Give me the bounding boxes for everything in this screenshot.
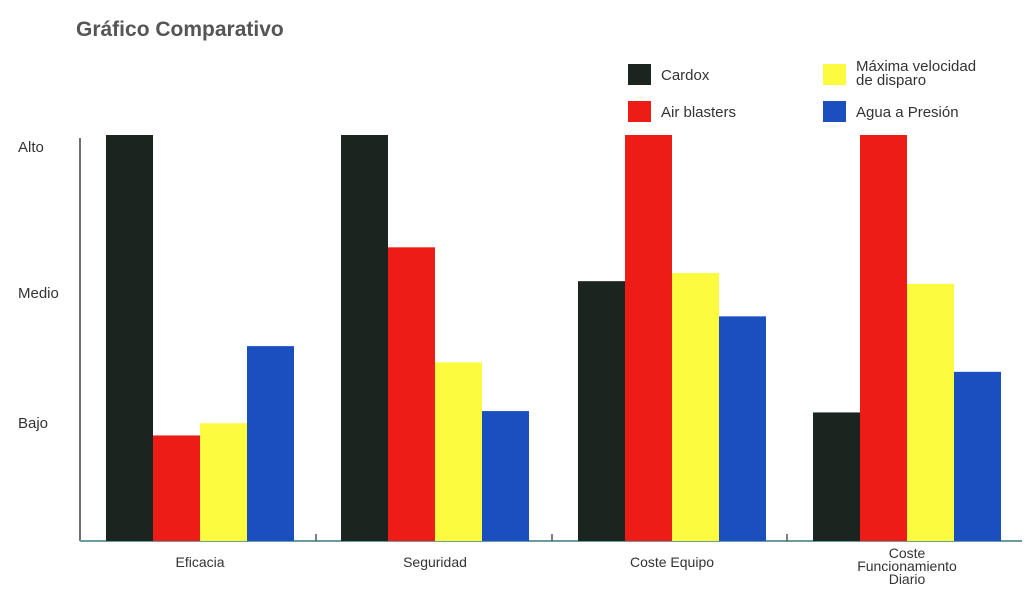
x-category-label: Seguridad: [403, 554, 467, 570]
bar: [719, 316, 766, 541]
legend: Cardox Air blasters Máxima velocidad de dis…: [628, 58, 976, 122]
x-category-label: Eficacia: [175, 554, 224, 570]
bar: [907, 283, 954, 541]
bar: [106, 135, 153, 541]
legend-label: Cardox: [661, 67, 710, 84]
legend-swatch: [628, 64, 651, 85]
x-category-label: Coste Equipo: [630, 554, 714, 570]
legend-label: Air blasters: [661, 104, 736, 121]
bar: [625, 135, 672, 541]
bar: [954, 371, 1001, 541]
bar: [341, 135, 388, 541]
bar: [153, 435, 200, 541]
y-tick-label: Alto: [18, 139, 44, 156]
bar: [388, 247, 435, 541]
bar: [860, 135, 907, 541]
bar: [247, 346, 294, 541]
y-tick-label: Bajo: [18, 415, 48, 432]
bar: [578, 281, 625, 541]
bars: [106, 135, 1001, 541]
legend-label: Agua a Presión: [856, 104, 959, 121]
legend-swatch: [823, 101, 846, 122]
chart-title: Gráfico Comparativo: [76, 18, 284, 41]
y-tick-label: Medio: [18, 285, 59, 302]
legend-label: Máxima velocidad de disparo: [856, 58, 976, 89]
x-category-label: Coste Funcionamiento Diario: [857, 545, 957, 587]
bar: [813, 412, 860, 541]
legend-swatch: [628, 101, 651, 122]
bar: [435, 362, 482, 541]
bar: [482, 411, 529, 541]
bar: [672, 273, 719, 541]
axis-labels: Alto Medio Bajo Eficacia Seguridad Coste Equi…: [18, 139, 957, 587]
bar: [200, 423, 247, 541]
legend-swatch: [823, 64, 846, 85]
